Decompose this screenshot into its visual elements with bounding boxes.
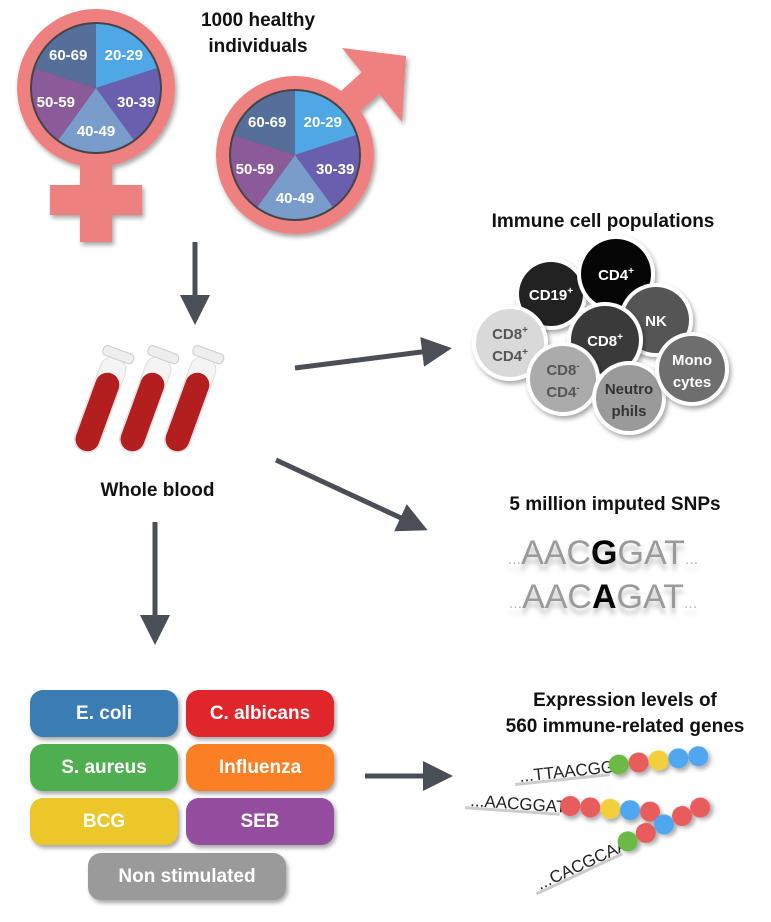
expression-bead	[617, 831, 638, 852]
gene-sequence: ...TTAACGG	[518, 757, 615, 786]
female-age-slice	[35, 24, 96, 88]
cell-label: CD19+	[529, 286, 573, 304]
expression-row: ...TTAACGG	[515, 746, 709, 787]
gene-sequence: ...CACGCAA	[534, 835, 632, 894]
stimulus-bcg: BCG	[30, 798, 178, 845]
expression-bead	[560, 795, 581, 816]
expression-bead	[690, 797, 711, 818]
cell-label: CD4-	[546, 383, 579, 401]
expression-row: ...AACGGAT	[464, 791, 661, 822]
snps-title: 5 million imputed SNPs	[509, 494, 721, 515]
snp-seq-2: ...AACAGAT...	[509, 578, 698, 616]
expression-bead	[620, 800, 641, 821]
expression-bead	[600, 798, 621, 819]
snp-sequences: ...AACGGAT... ...AACAGAT...	[508, 534, 698, 616]
expression-bead	[653, 814, 674, 835]
cell-label: NK	[645, 313, 667, 330]
expression-bead	[688, 746, 709, 767]
cohort-title-line2: individuals	[208, 36, 308, 57]
expression-title: Expression levels of 560 immune-related …	[475, 688, 771, 740]
expression-title-line2: 560 immune-related genes	[505, 716, 745, 737]
cell-label: CD4+	[492, 347, 528, 365]
male-age-slice	[295, 91, 356, 155]
male-age-slice	[231, 135, 295, 207]
arrow-blood-to-immune	[294, 337, 452, 371]
flow-arrows	[140, 242, 453, 791]
blood-tube	[164, 345, 225, 453]
cell-cd8negcd4neg: CD8- CD4-	[526, 342, 600, 416]
female-age-label: 60-69	[49, 47, 87, 64]
immune-title: Immune cell populations	[491, 211, 715, 232]
stimulus-seb: SEB	[186, 798, 334, 845]
expression-bead	[580, 797, 601, 818]
snp-seq-1: ...AACGGAT...	[508, 534, 698, 572]
female-age-label: 50-59	[37, 94, 75, 111]
expression-rows: ...TTAACGG ...AACGGAT ...CACGCAA	[464, 746, 711, 896]
male-age-slice	[295, 135, 359, 207]
cohort-title: 1000 healthy individuals	[168, 8, 348, 60]
whole-blood-label: Whole blood	[100, 480, 215, 501]
cell-cd19pos: CD19+	[515, 258, 587, 330]
cell-label: CD8+	[587, 332, 623, 350]
female-age-slice	[96, 24, 157, 88]
stimulus-s-aureus: S. aureus	[30, 744, 178, 791]
stimulus-e-coli: E. coli	[30, 690, 178, 737]
expression-bead	[672, 806, 693, 827]
cell-label: CD4+	[598, 266, 634, 284]
female-age-label: 40-49	[77, 123, 115, 140]
cell-cd8poscd4pos: CD8+ CD4+	[472, 305, 548, 381]
cell-label: phils	[611, 403, 646, 420]
expression-bead	[608, 754, 629, 775]
cell-label: CD8+	[492, 325, 528, 343]
male-age-label: 60-69	[248, 114, 286, 131]
male-age-label: 20-29	[304, 114, 342, 131]
cell-label: Neutro	[605, 381, 653, 398]
cell-label: cytes	[673, 374, 711, 391]
male-age-slice	[257, 155, 333, 220]
cell-neutrophils: Neutro phils	[592, 361, 666, 435]
female-age-label: 20-29	[105, 47, 143, 64]
male-age-label: 30-39	[316, 161, 354, 178]
female-age-slice	[58, 88, 134, 152]
expression-bead	[668, 748, 689, 769]
cohort-title-line1: 1000 healthy	[200, 10, 316, 31]
blood-tubes-icon	[74, 345, 225, 453]
arrow-blood-to-snps	[274, 457, 428, 532]
expression-bead	[635, 822, 656, 843]
male-age-label: 50-59	[236, 161, 274, 178]
female-age-slice	[96, 68, 161, 140]
immune-cells: CD19+ CD4+ NK CD8+ CD4+ CD8+ CD8- CD4- Neutro phi…	[472, 235, 729, 435]
blood-tube	[119, 345, 180, 453]
cell-label: CD8-	[546, 361, 579, 379]
expression-bead	[648, 750, 669, 771]
female-age-label: 30-39	[117, 94, 155, 111]
stimulus-non-stimulated: Non stimulated	[88, 853, 286, 900]
expression-title-line1: Expression levels of	[533, 690, 717, 711]
cell-label: Mono	[672, 352, 712, 369]
expression-bead	[628, 752, 649, 773]
expression-bead	[640, 801, 661, 822]
male-age-slice	[234, 91, 295, 155]
stimulus-c-albicans: C. albicans	[186, 690, 334, 737]
blood-tube	[74, 345, 135, 453]
stimulus-influenza: Influenza	[186, 744, 334, 791]
female-age-slice	[32, 68, 96, 140]
gene-sequence: ...AACGGAT	[470, 791, 567, 817]
male-age-label: 40-49	[276, 190, 314, 207]
cell-monocytes: Mono cytes	[655, 332, 729, 406]
